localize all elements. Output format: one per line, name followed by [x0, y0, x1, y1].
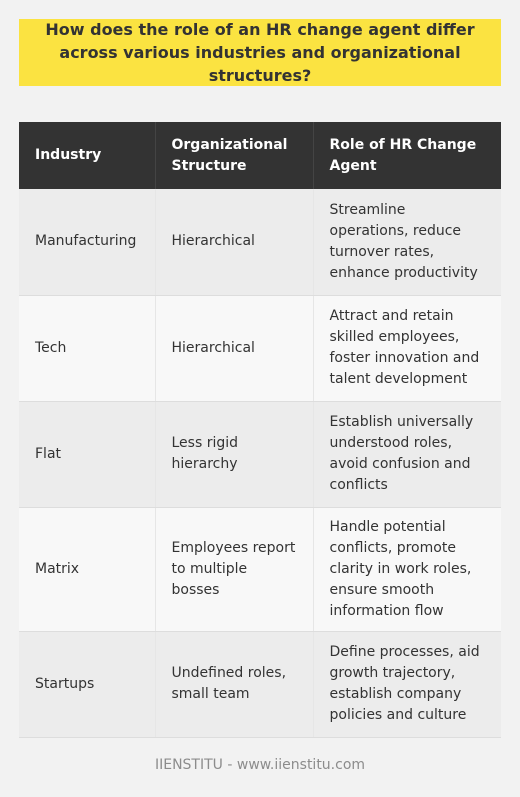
cell-industry: Matrix — [19, 507, 155, 632]
hr-role-table: Industry Organizational Structure Role o… — [19, 122, 501, 738]
table-row: Matrix Employees report to multiple boss… — [19, 507, 501, 632]
cell-industry: Tech — [19, 295, 155, 402]
header-role-of-hr-change-agent: Role of HR Change Agent — [312, 122, 501, 189]
cell-structure: Less rigid hierarchy — [154, 401, 313, 508]
table-row: Tech Hierarchical Attract and retain ski… — [19, 295, 501, 402]
table-row: Manufacturing Hierarchical Streamline op… — [19, 189, 501, 296]
cell-role: Streamline operations, reduce turnover r… — [312, 189, 501, 296]
cell-role: Define processes, aid growth trajectory,… — [312, 631, 501, 738]
cell-role: Establish universally understood roles, … — [312, 401, 501, 508]
table-row: Startups Undefined roles, small team Def… — [19, 631, 501, 738]
cell-role: Handle potential conflicts, promote clar… — [312, 507, 501, 632]
page-title: How does the role of an HR change agent … — [45, 20, 475, 85]
header-industry: Industry — [19, 122, 155, 189]
title-banner: How does the role of an HR change agent … — [19, 19, 501, 86]
cell-structure: Undefined roles, small team — [154, 631, 313, 738]
cell-role: Attract and retain skilled employees, fo… — [312, 295, 501, 402]
cell-structure: Hierarchical — [154, 295, 313, 402]
cell-structure: Employees report to multiple bosses — [154, 507, 313, 632]
table-header-row: Industry Organizational Structure Role o… — [19, 122, 501, 189]
cell-industry: Startups — [19, 631, 155, 738]
table-row: Flat Less rigid hierarchy Establish univ… — [19, 401, 501, 508]
cell-industry: Manufacturing — [19, 189, 155, 296]
footer-credit: IIENSTITU - www.iienstitu.com — [154, 757, 366, 773]
cell-structure: Hierarchical — [154, 189, 313, 296]
cell-industry: Flat — [19, 401, 155, 508]
header-organizational-structure: Organizational Structure — [154, 122, 313, 189]
